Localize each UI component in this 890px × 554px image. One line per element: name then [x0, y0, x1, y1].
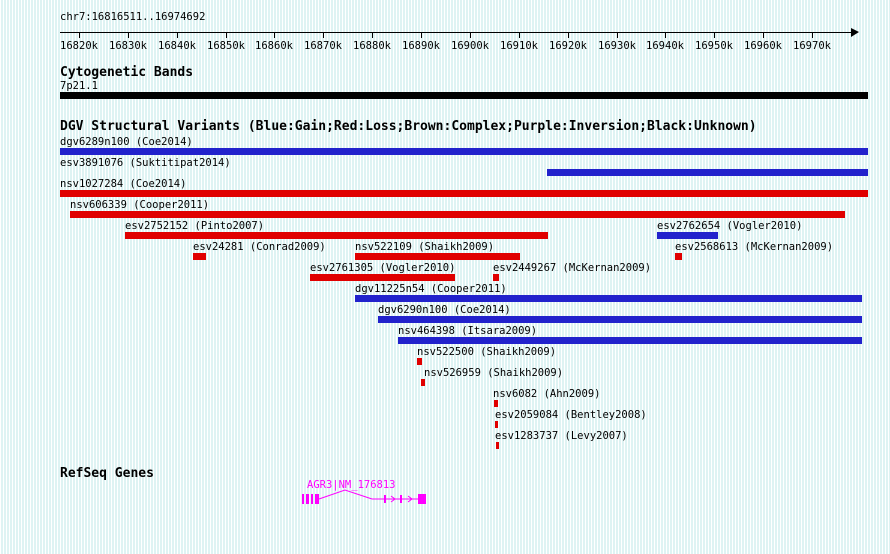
gene-structure-glyph[interactable] [298, 489, 430, 507]
variant-label[interactable]: nsv464398 (Itsara2009) [398, 325, 538, 337]
variant-label[interactable]: nsv606339 (Cooper2011) [70, 199, 210, 211]
variant-label[interactable]: nsv522500 (Shaikh2009) [417, 346, 557, 358]
refseq-genes-title: RefSeq Genes [60, 466, 154, 481]
variant-bar[interactable] [398, 337, 862, 344]
ruler-tick-label: 16820k [60, 40, 98, 52]
variant-label[interactable]: dgv11225n54 (Cooper2011) [355, 283, 507, 295]
dgv-track-title: DGV Structural Variants (Blue:Gain;Red:L… [60, 119, 757, 134]
ruler-tick-mark [177, 33, 178, 38]
gene-name-label[interactable]: AGR3|NM_176813 [307, 479, 396, 491]
ruler-tick-label: 16830k [109, 40, 147, 52]
gene-exons-and-introns [302, 490, 426, 504]
variant-label[interactable]: esv1283737 (Levy2007) [495, 430, 628, 442]
ruler-tick-label: 16960k [744, 40, 782, 52]
ruler-tick-label: 16880k [353, 40, 391, 52]
variant-label[interactable]: esv2059084 (Bentley2008) [495, 409, 647, 421]
variant-bar[interactable] [421, 379, 425, 386]
ruler-tick-label: 16970k [793, 40, 831, 52]
variant-bar[interactable] [355, 253, 520, 260]
variant-label[interactable]: nsv526959 (Shaikh2009) [424, 367, 564, 379]
variant-bar[interactable] [125, 232, 548, 239]
variant-bar[interactable] [378, 316, 862, 323]
ruler-tick-label: 16860k [255, 40, 293, 52]
ruler-tick-label: 16870k [304, 40, 342, 52]
ruler-tick-label: 16920k [549, 40, 587, 52]
variant-label[interactable]: nsv1027284 (Coe2014) [60, 178, 187, 190]
ruler-tick-mark [763, 33, 764, 38]
variant-label[interactable]: esv2752152 (Pinto2007) [125, 220, 265, 232]
variant-label[interactable]: esv2762654 (Vogler2010) [657, 220, 803, 232]
ruler-tick-label: 16930k [598, 40, 636, 52]
ruler-tick-label: 16950k [695, 40, 733, 52]
variant-bar[interactable] [675, 253, 682, 260]
ruler-tick-mark [617, 33, 618, 38]
ruler-tick-mark [470, 33, 471, 38]
cytoband-name: 7p21.1 [60, 80, 98, 92]
cytoband-bar[interactable] [60, 92, 868, 99]
variant-label[interactable]: esv3891076 (Suktitipat2014) [60, 157, 231, 169]
cytogenetic-bands-title: Cytogenetic Bands [60, 65, 194, 80]
ruler-tick-mark [226, 33, 227, 38]
variant-label[interactable]: nsv6082 (Ahn2009) [493, 388, 601, 400]
ruler-tick-label: 16940k [646, 40, 684, 52]
variant-bar[interactable] [310, 274, 455, 281]
ruler-tick-label: 16850k [207, 40, 245, 52]
ruler-tick-mark [79, 33, 80, 38]
region-coordinates: chr7:16816511..16974692 [60, 11, 206, 23]
ruler-tick-label: 16900k [451, 40, 489, 52]
ruler-tick-mark [568, 33, 569, 38]
ruler-tick-mark [812, 33, 813, 38]
ruler-tick-label: 16910k [500, 40, 538, 52]
ruler-tick-mark [519, 33, 520, 38]
variant-bar[interactable] [495, 421, 498, 428]
variant-bar[interactable] [494, 400, 498, 407]
ruler-tick-mark [665, 33, 666, 38]
variant-bar[interactable] [193, 253, 206, 260]
variant-label[interactable]: esv2761305 (Vogler2010) [310, 262, 456, 274]
variant-label[interactable]: esv24281 (Conrad2009) [193, 241, 326, 253]
ruler-tick-mark [421, 33, 422, 38]
variant-bar[interactable] [355, 295, 862, 302]
variant-bar[interactable] [60, 148, 868, 155]
variant-label[interactable]: esv2568613 (McKernan2009) [675, 241, 834, 253]
variant-bar[interactable] [70, 211, 845, 218]
ruler-tick-mark [323, 33, 324, 38]
ruler-tick-label: 16840k [158, 40, 196, 52]
variant-bar[interactable] [60, 190, 868, 197]
ruler-tick-mark [372, 33, 373, 38]
ruler-tick-mark [714, 33, 715, 38]
variant-bar[interactable] [547, 169, 868, 176]
variant-label[interactable]: nsv522109 (Shaikh2009) [355, 241, 495, 253]
variant-bar[interactable] [417, 358, 422, 365]
variant-bar[interactable] [496, 442, 499, 449]
variant-label[interactable]: esv2449267 (McKernan2009) [493, 262, 652, 274]
variant-bar[interactable] [493, 274, 499, 281]
variant-label[interactable]: dgv6290n100 (Coe2014) [378, 304, 511, 316]
ruler-tick-mark [274, 33, 275, 38]
variant-bar[interactable] [657, 232, 718, 239]
ruler-tick-mark [128, 33, 129, 38]
variant-label[interactable]: dgv6289n100 (Coe2014) [60, 136, 193, 148]
ruler-arrow-right-icon [851, 28, 859, 37]
ruler-tick-label: 16890k [402, 40, 440, 52]
ruler-axis-line [60, 32, 851, 33]
